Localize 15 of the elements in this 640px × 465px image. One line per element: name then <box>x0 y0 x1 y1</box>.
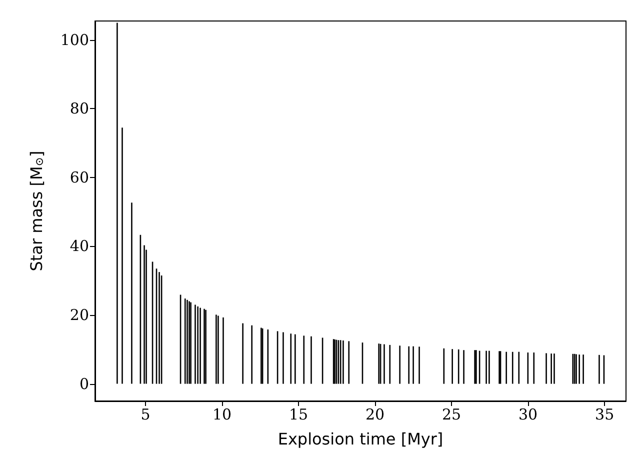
x-tick-label: 30 <box>518 406 538 424</box>
x-axis-title: Explosion time [Myr] <box>278 430 444 448</box>
y-tick-label: 20 <box>70 306 89 324</box>
y-tick-label: 0 <box>79 374 89 393</box>
x-tick-label: 35 <box>595 406 614 424</box>
x-tick-label: 5 <box>140 406 150 424</box>
y-tick-label: 100 <box>60 30 89 49</box>
y-tick-label: 80 <box>70 100 89 118</box>
x-tick-label: 10 <box>212 406 232 424</box>
x-tick-label: 25 <box>442 406 462 424</box>
y-axis-title: Star mass [M⊙] <box>27 150 46 272</box>
y-tick-label: 60 <box>70 168 89 186</box>
y-tick-label: 40 <box>70 237 89 256</box>
x-tick-label: 20 <box>365 406 385 424</box>
x-tick-label: 15 <box>288 406 308 424</box>
